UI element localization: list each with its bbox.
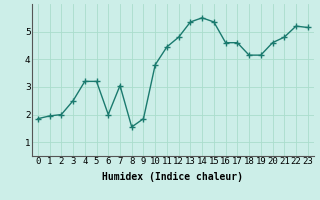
X-axis label: Humidex (Indice chaleur): Humidex (Indice chaleur) (102, 172, 243, 182)
